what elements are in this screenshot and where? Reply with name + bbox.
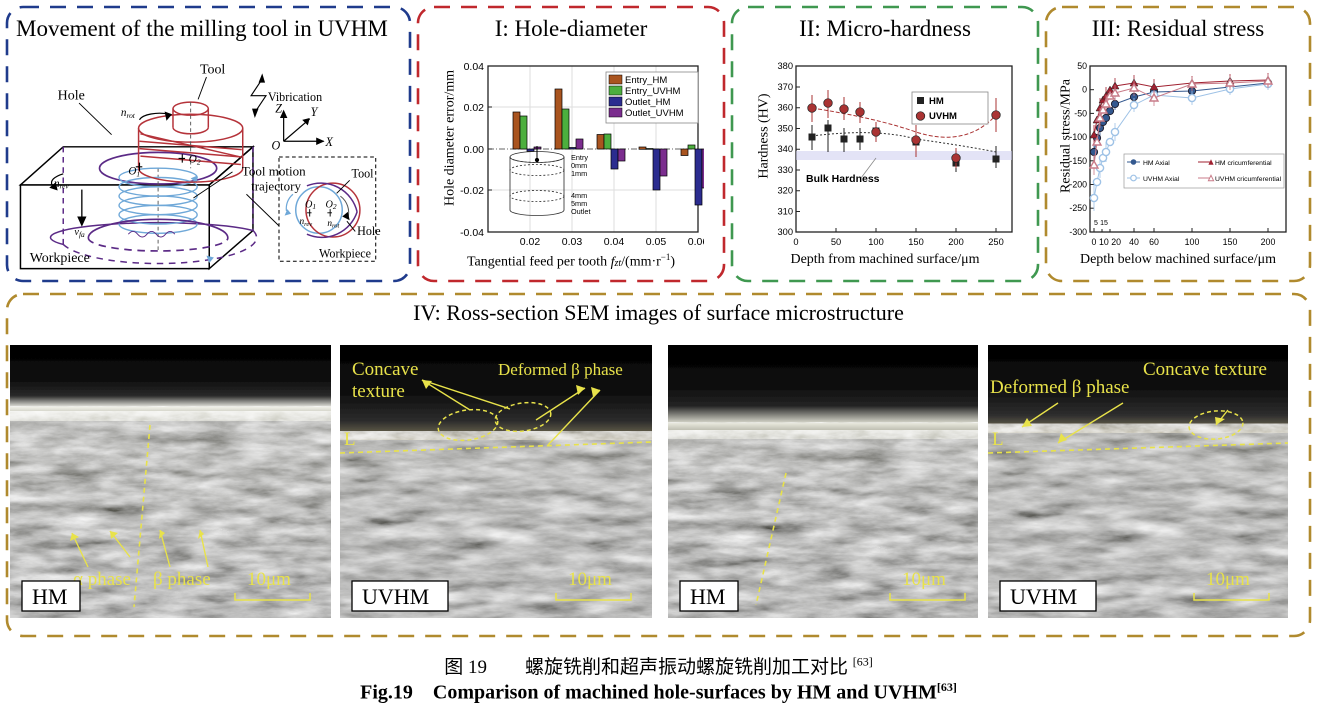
svg-text:-50: -50: [1074, 108, 1087, 118]
svg-text:α phase: α phase: [73, 569, 131, 590]
svg-text:Workpiece: Workpiece: [319, 246, 371, 260]
svg-text:380: 380: [777, 61, 793, 71]
svg-text:Deformed β phase: Deformed β phase: [990, 377, 1129, 398]
svg-text:Hole: Hole: [357, 224, 380, 238]
svg-text:UVHM: UVHM: [1010, 584, 1077, 609]
svg-text:X: X: [325, 135, 334, 149]
svg-text:0.02: 0.02: [464, 102, 485, 114]
svg-text:Deformed β phase: Deformed β phase: [498, 360, 623, 379]
svg-text:texture: texture: [352, 381, 405, 402]
svg-text:Tool motion: Tool motion: [242, 164, 306, 179]
svg-text:O2: O2: [326, 199, 337, 211]
svg-text:0.06: 0.06: [688, 236, 704, 248]
svg-text:250: 250: [988, 237, 1004, 247]
svg-text:10μm: 10μm: [1206, 569, 1250, 590]
svg-text:Concave texture: Concave texture: [1143, 359, 1267, 380]
svg-text:300: 300: [777, 227, 793, 237]
svg-text:320: 320: [777, 186, 793, 196]
svg-text:0.04: 0.04: [464, 61, 485, 73]
svg-text:Entry_HM: Entry_HM: [625, 75, 667, 86]
svg-text:0.00: 0.00: [464, 144, 485, 156]
svg-text:60: 60: [1149, 237, 1159, 247]
svg-text:100: 100: [868, 237, 884, 247]
svg-text:200: 200: [948, 237, 964, 247]
svg-text:O: O: [272, 139, 281, 153]
svg-text:360: 360: [777, 103, 793, 113]
svg-text:100: 100: [1185, 237, 1200, 247]
svg-text:UVHM: UVHM: [929, 111, 957, 122]
svg-text:L: L: [344, 429, 356, 450]
svg-text:UVHM: UVHM: [362, 584, 429, 609]
svg-text:10μm: 10μm: [902, 569, 946, 590]
svg-text:O2: O2: [189, 154, 201, 167]
svg-text:370: 370: [777, 82, 793, 92]
svg-text:330: 330: [777, 165, 793, 175]
svg-text:Y: Y: [311, 105, 319, 119]
svg-text:UVHM Axial: UVHM Axial: [1143, 176, 1180, 183]
svg-text:β phase: β phase: [153, 569, 211, 590]
svg-text:0.05: 0.05: [646, 236, 667, 248]
svg-text:nrot: nrot: [327, 219, 339, 230]
svg-text:10μm: 10μm: [247, 569, 291, 590]
svg-text:10μm: 10μm: [568, 569, 612, 590]
svg-text:200: 200: [1261, 237, 1276, 247]
svg-text:Outlet_HM: Outlet_HM: [625, 97, 670, 108]
svg-text:40: 40: [1129, 237, 1139, 247]
svg-text:UVHM cricumferential: UVHM cricumferential: [1215, 176, 1282, 183]
svg-text:L: L: [992, 429, 1004, 450]
svg-text:vfa: vfa: [74, 227, 85, 239]
svg-text:0: 0: [1082, 85, 1087, 95]
svg-text:-0.04: -0.04: [460, 227, 484, 239]
svg-text:Workpiece: Workpiece: [30, 251, 90, 266]
svg-text:Bulk Hardness: Bulk Hardness: [806, 173, 880, 185]
svg-text:nrot: nrot: [121, 107, 136, 120]
svg-text:50: 50: [831, 237, 841, 247]
svg-text:0: 0: [793, 237, 798, 247]
svg-text:Outlet_UVHM: Outlet_UVHM: [625, 108, 684, 119]
svg-text:Tool: Tool: [200, 62, 225, 77]
svg-text:-0.02: -0.02: [460, 185, 484, 197]
svg-text:HM cricumferential: HM cricumferential: [1215, 160, 1272, 167]
svg-text:nrev: nrev: [299, 217, 312, 228]
svg-text:0.04: 0.04: [604, 236, 625, 248]
svg-text:HM: HM: [929, 96, 944, 107]
svg-text:Tool: Tool: [352, 167, 375, 181]
svg-text:310: 310: [777, 206, 793, 216]
svg-text:HM Axial: HM Axial: [1143, 160, 1170, 167]
svg-text:HM: HM: [32, 584, 67, 609]
svg-text:Outlet: Outlet: [571, 207, 590, 216]
svg-text:15: 15: [1100, 220, 1108, 227]
svg-text:50: 50: [1077, 61, 1087, 71]
svg-text:Z: Z: [275, 101, 282, 115]
svg-text:0: 0: [1092, 237, 1097, 247]
svg-text:Hole: Hole: [58, 88, 85, 103]
svg-text:0.02: 0.02: [520, 236, 541, 248]
svg-text:-300: -300: [1069, 227, 1087, 237]
svg-text:Entry_UVHM: Entry_UVHM: [625, 86, 681, 97]
svg-text:1mm: 1mm: [571, 169, 587, 178]
svg-text:150: 150: [1223, 237, 1238, 247]
svg-text:HM: HM: [690, 584, 725, 609]
svg-text:5: 5: [1094, 220, 1098, 227]
svg-text:Concave: Concave: [352, 359, 418, 380]
svg-text:O1: O1: [305, 199, 316, 211]
svg-text:10 20: 10 20: [1099, 237, 1121, 247]
svg-text:0.03: 0.03: [562, 236, 583, 248]
svg-text:340: 340: [777, 144, 793, 154]
svg-text:150: 150: [908, 237, 924, 247]
svg-text:350: 350: [777, 123, 793, 133]
svg-text:trajectory: trajectory: [251, 179, 301, 194]
